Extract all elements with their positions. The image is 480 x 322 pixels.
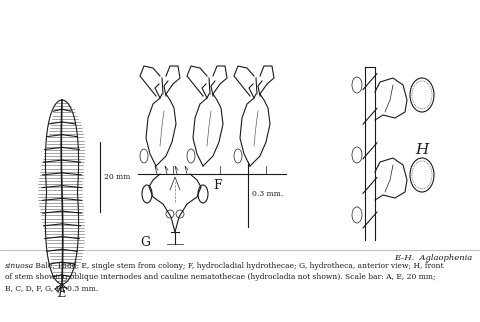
- Text: 0.3 mm.: 0.3 mm.: [252, 190, 283, 198]
- Text: F: F: [214, 179, 222, 192]
- Text: E–H.  Aglaophenia: E–H. Aglaophenia: [394, 254, 472, 262]
- Text: Bale, 1888. E, single stem from colony; F, hydrocladial hydrothecae; G, hydrothe: Bale, 1888. E, single stem from colony; …: [33, 262, 444, 270]
- Text: of stem showing oblique internodes and cauline nematothecae (hydrocladia not sho: of stem showing oblique internodes and c…: [5, 273, 436, 281]
- Text: G: G: [140, 236, 150, 249]
- Text: B, C, D, F, G, H, 0.3 mm.: B, C, D, F, G, H, 0.3 mm.: [5, 284, 98, 292]
- Text: 20 mm: 20 mm: [104, 173, 131, 181]
- Text: H: H: [415, 143, 429, 157]
- Text: sinuosa: sinuosa: [5, 262, 34, 270]
- Text: E: E: [58, 287, 67, 300]
